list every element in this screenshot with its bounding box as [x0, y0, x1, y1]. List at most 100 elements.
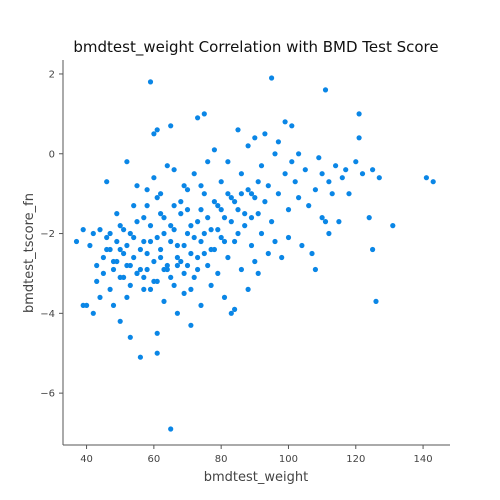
data-point-20 [114, 238, 120, 245]
data-point-138 [319, 171, 325, 177]
x-tick-label-80: 80 [215, 454, 228, 465]
data-point-69 [191, 171, 197, 177]
data-point-214 [195, 266, 201, 273]
data-point-90 [225, 254, 231, 261]
data-point-121 [282, 171, 288, 177]
data-point-37 [144, 266, 150, 273]
x-tick-label-140: 140 [414, 454, 433, 465]
data-point-181 [191, 234, 197, 241]
data-point-91 [228, 310, 234, 316]
data-point-27 [127, 334, 133, 340]
chart-title: bmdtest_weight Correlation with BMD Test… [73, 38, 438, 57]
data-point-115 [269, 219, 275, 225]
data-point-66 [184, 207, 191, 213]
y-tick-label--4: −4 [40, 309, 55, 320]
data-point-32 [134, 183, 140, 189]
data-point-167 [144, 250, 150, 257]
data-point-104 [252, 258, 258, 265]
data-point-67 [188, 322, 194, 328]
data-point-212 [181, 270, 187, 276]
data-point-140 [322, 219, 329, 225]
data-point-114 [269, 75, 275, 81]
data-point-177 [178, 211, 184, 217]
data-point-195 [238, 191, 244, 197]
data-point-64 [181, 290, 187, 296]
data-point-168 [147, 223, 154, 229]
data-point-124 [285, 234, 292, 241]
data-point-92 [228, 195, 234, 201]
data-point-127 [292, 179, 298, 185]
data-point-70 [191, 274, 197, 280]
data-point-211 [174, 262, 180, 269]
data-point-102 [248, 242, 255, 249]
data-point-163 [131, 254, 137, 261]
data-point-158 [390, 223, 396, 229]
data-point-36 [141, 215, 147, 221]
data-point-33 [137, 354, 143, 360]
data-point-73 [198, 238, 204, 245]
data-point-65 [184, 230, 191, 237]
data-point-176 [174, 254, 180, 261]
data-point-155 [370, 246, 376, 253]
x-tick-label-60: 60 [147, 454, 160, 465]
x-ticks: 40 60 80 100 120 140 [80, 445, 433, 465]
data-point-8 [94, 278, 100, 284]
data-point-47 [154, 350, 160, 356]
data-point-207 [147, 286, 154, 292]
data-point-88 [221, 215, 228, 221]
data-point-183 [198, 207, 204, 213]
data-point-60 [174, 310, 180, 316]
data-point-48 [158, 254, 164, 261]
data-point-223 [114, 258, 120, 265]
data-point-10 [97, 294, 103, 300]
data-point-221 [104, 246, 110, 253]
data-point-58 [171, 167, 177, 173]
data-point-106 [255, 211, 261, 217]
data-point-174 [168, 238, 174, 245]
data-point-12 [100, 270, 106, 276]
data-point-62 [178, 258, 184, 265]
data-point-146 [339, 175, 345, 181]
y-tick-label-0: 0 [49, 149, 55, 160]
data-point-63 [181, 183, 187, 189]
data-point-3 [84, 302, 90, 308]
data-point-54 [168, 123, 174, 129]
data-point-42 [151, 175, 157, 181]
data-point-25 [124, 159, 130, 165]
data-point-103 [248, 191, 255, 197]
data-point-38 [144, 187, 150, 193]
data-point-40 [147, 238, 154, 245]
data-point-71 [195, 115, 201, 121]
data-point-185 [205, 215, 211, 221]
data-point-200 [255, 179, 261, 185]
data-point-220 [198, 183, 204, 189]
plot-area: 40 60 80 100 120 140 2 0 −2 −4 −6 [40, 60, 450, 465]
data-point-26 [124, 294, 130, 300]
data-point-182 [195, 254, 201, 261]
data-point-191 [225, 191, 231, 197]
data-point-105 [252, 135, 258, 141]
data-point-109 [258, 230, 265, 237]
data-point-172 [161, 215, 167, 221]
data-point-46 [154, 127, 160, 133]
data-point-142 [326, 230, 332, 237]
data-point-75 [201, 111, 207, 117]
data-point-202 [117, 246, 123, 253]
data-point-34 [137, 246, 143, 253]
data-point-154 [370, 167, 376, 173]
data-point-131 [302, 167, 308, 173]
data-point-116 [272, 151, 278, 157]
data-point-147 [343, 167, 349, 173]
data-point-108 [258, 163, 265, 169]
data-point-209 [161, 266, 167, 273]
data-point-94 [232, 238, 238, 245]
data-point-0 [73, 238, 80, 245]
data-point-19 [114, 211, 120, 217]
data-point-43 [151, 131, 157, 137]
x-tick-label-100: 100 [279, 454, 298, 465]
data-point-128 [296, 195, 302, 201]
data-point-204 [127, 282, 133, 288]
data-point-210 [168, 274, 174, 280]
data-point-130 [299, 242, 305, 249]
